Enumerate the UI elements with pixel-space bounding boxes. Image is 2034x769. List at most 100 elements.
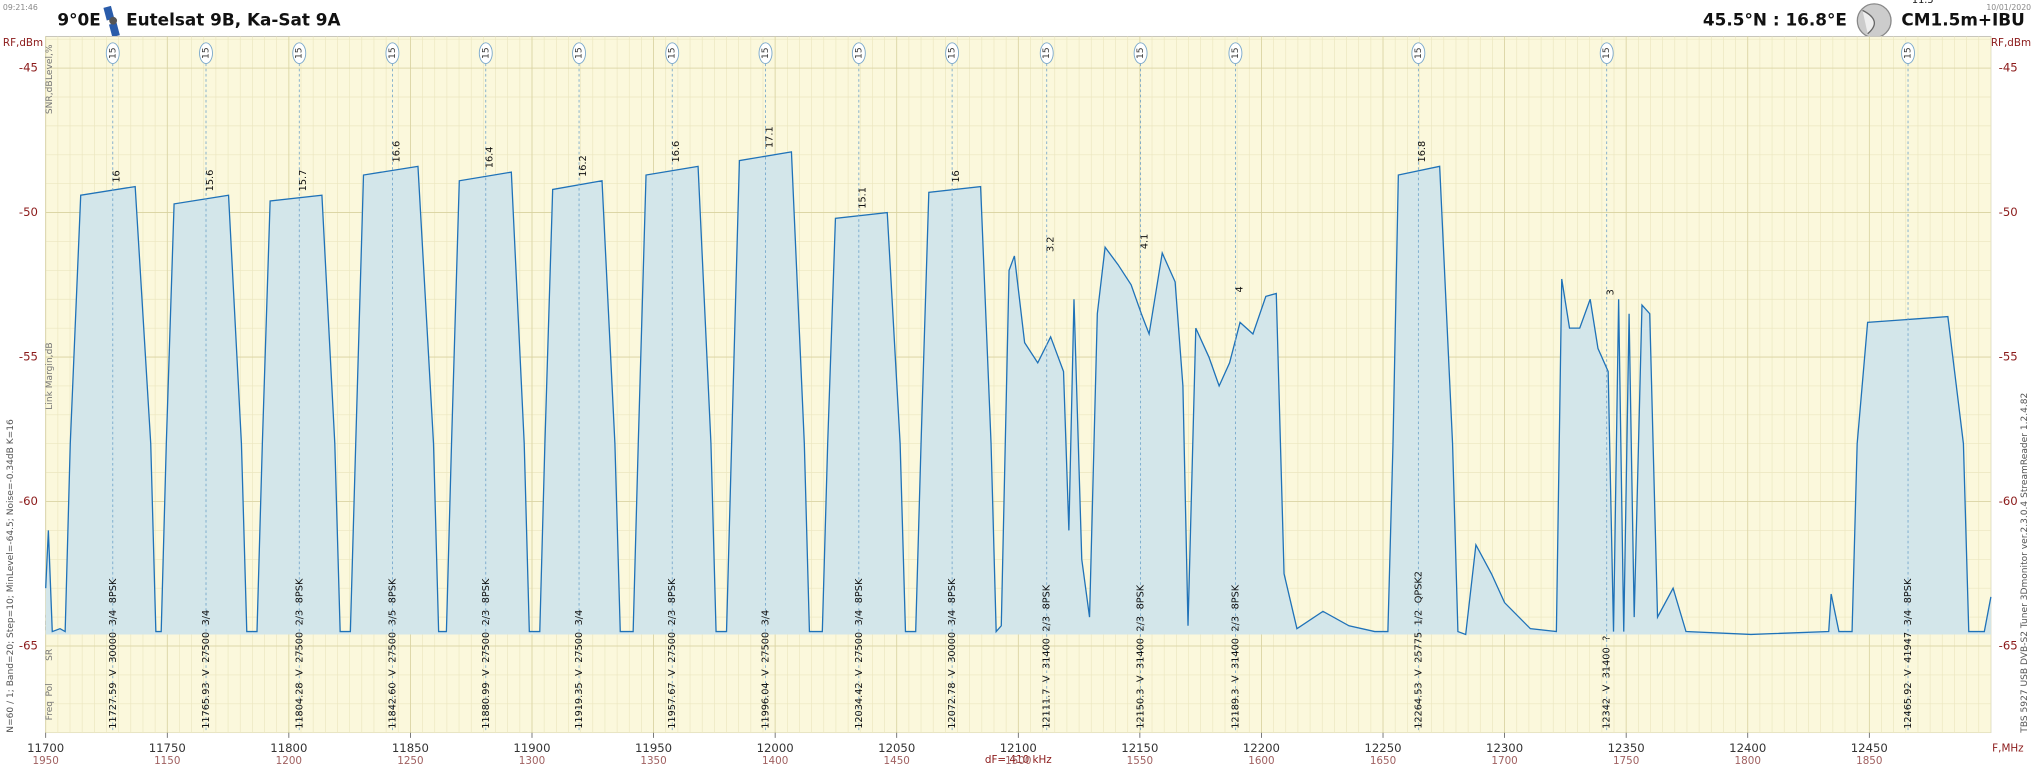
transponder-label: 11880.99 V 27500 2/3 8PSK [481, 578, 492, 729]
snr-label: 16.6 [391, 141, 402, 163]
transponder-label: 11765.93 V 27500 3/4 [201, 610, 212, 729]
x-tick-label: 12200 [1243, 741, 1280, 755]
x-tick-label: 12100 [1000, 741, 1037, 755]
transponder-field: 31400 [1602, 647, 1613, 678]
transponder-field: V [1602, 684, 1613, 691]
snr-label: 11.5 [1912, 0, 1934, 6]
transponder-field: 8PSK [1042, 584, 1053, 609]
transponder-field: V [761, 669, 772, 676]
if-tick-label: 1500 [1005, 755, 1031, 767]
transponder-label: 12465.92 V 41947 3/4 8PSK [1903, 578, 1914, 729]
transponder-field: 12264.53 [1413, 682, 1424, 728]
transponder-field: 3/4 [854, 610, 865, 626]
transponder-field: 8PSK [1903, 578, 1914, 603]
transponder-field: 8PSK [1136, 584, 1147, 609]
y2-tick-label: -45 [1999, 61, 2018, 75]
x-tick-label: 12400 [1729, 741, 1766, 755]
y-axis-label: RF,dBm [3, 37, 43, 49]
transponder-field: 3/5 [387, 610, 398, 626]
transponder-label: 11727.59 V 30000 3/4 8PSK [108, 578, 119, 729]
level-label: 15 [295, 47, 305, 59]
transponder-field: 27500 [481, 632, 492, 663]
x-tick-label: 11700 [27, 741, 64, 755]
snr-label: 15.7 [298, 170, 309, 192]
snr-label: 16 [951, 170, 962, 182]
side-label: Level,% [45, 44, 55, 80]
transponder-field: 27500 [387, 632, 398, 663]
transponder-field: 27500 [201, 632, 212, 663]
transponder-field: V [1042, 675, 1053, 682]
satellite-names: Eutelsat 9B, Ka-Sat 9A [126, 10, 340, 30]
transponder-field: 8PSK [1230, 584, 1241, 609]
snr-label: 4 [1234, 286, 1245, 292]
transponder-field: 30000 [947, 632, 958, 663]
transponder-field: 1/2 [1413, 610, 1424, 626]
transponder-field: 3/4 [108, 610, 119, 626]
transponder-field: 11880.99 [481, 682, 492, 728]
transponder-field: 2/3 [294, 610, 305, 626]
level-badge [385, 42, 400, 64]
if-tick-label: 1950 [33, 755, 59, 767]
dish: CM1.5m+IBU [1901, 10, 2024, 30]
snr-label: 3.2 [1046, 237, 1057, 252]
level-badge [1411, 42, 1426, 64]
transponder-field: 8PSK [387, 578, 398, 603]
level-badge [1228, 42, 1243, 64]
x-tick-label: 11900 [513, 741, 550, 755]
snr-label: 3 [1606, 289, 1617, 295]
x-tick-label: 12250 [1364, 741, 1401, 755]
level-badge [1133, 42, 1148, 64]
if-tick-label: 1350 [640, 755, 666, 767]
side-label: SNR,dB [45, 80, 55, 114]
snr-label: 15.6 [205, 170, 216, 192]
transponder-field: 31400 [1136, 638, 1147, 669]
y-tick-label: -55 [19, 350, 38, 364]
transponder-field: 27500 [294, 632, 305, 663]
tuner-info: TBS 5927 USB DVB-S2 Tuner 3Dmonitor ver.… [2020, 393, 2030, 734]
coordinates: 45.5°N : 16.8°E [1703, 10, 1847, 30]
transponder-field: 27500 [574, 632, 585, 663]
x-tick-label: 11950 [635, 741, 672, 755]
transponder-field: 11919.35 [574, 682, 585, 728]
transponder-field: 11804.28 [294, 682, 305, 728]
y2-axis-label: RF,dBm [1991, 37, 2031, 49]
transponder-label: 11957.67 V 27500 2/3 8PSK [667, 578, 678, 729]
transponder-field: 12072.78 [947, 682, 958, 728]
y-tick-label: -60 [19, 494, 38, 508]
side-label: SR [45, 648, 55, 661]
transponder-field: 12150.3 [1136, 689, 1147, 729]
x-tick-label: 12350 [1608, 741, 1645, 755]
resolution: dF= 410 kHz [985, 754, 1052, 766]
snr-label: 16.8 [1417, 141, 1428, 163]
y2-tick-label: -60 [1999, 494, 2018, 508]
transponder-field: 8PSK [294, 578, 305, 603]
transponder-field: 2/3 [1136, 616, 1147, 632]
if-tick-label: 1650 [1370, 755, 1396, 767]
level-label: 15 [1602, 47, 1612, 59]
level-badge [572, 42, 586, 64]
level-badge [199, 42, 213, 64]
level-label: 15 [668, 47, 678, 59]
transponder-label: 12189.3 V 31400 2/3 8PSK [1230, 584, 1241, 729]
level-badge [105, 42, 120, 64]
x-tick-label: 11750 [149, 741, 186, 755]
transponder-field: 3/4 [201, 610, 212, 626]
transponder-field: 41947 [1903, 632, 1914, 663]
if-tick-label: 1550 [1127, 755, 1153, 767]
side-label: Freq [45, 701, 55, 720]
transponder-field: 27500 [761, 632, 772, 663]
x-tick-label: 12450 [1851, 741, 1888, 755]
level-badge [292, 42, 307, 64]
snr-label: 17.1 [764, 126, 775, 148]
transponder-field: V [108, 669, 119, 676]
level-label: 15 [1231, 47, 1241, 59]
transponder-field: 27500 [667, 632, 678, 663]
transponder-field: V [201, 669, 212, 676]
snr-label: 16.2 [578, 155, 589, 177]
level-label: 15 [761, 47, 771, 59]
y-tick-label: -45 [19, 61, 38, 75]
level-badge [851, 42, 866, 64]
side-label: Pol [45, 683, 55, 696]
level-label: 15 [1136, 47, 1146, 59]
